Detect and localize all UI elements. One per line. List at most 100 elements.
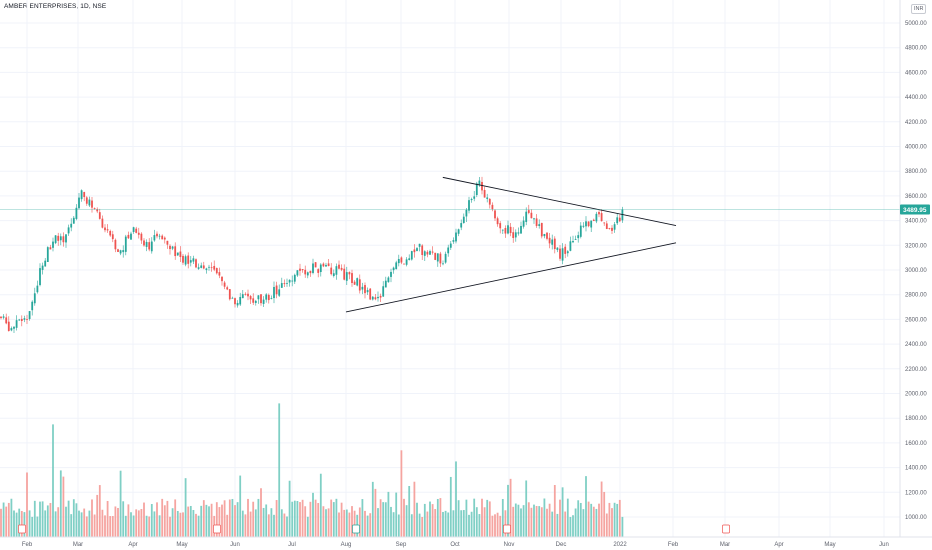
volume-bar [267,514,270,537]
candle-body [306,272,309,276]
candle-body [62,236,65,243]
volume-bar [83,508,86,537]
time-tick-label: Oct [450,542,460,548]
candle-body [132,227,135,232]
volume-bar [616,503,619,537]
event-marker[interactable] [18,524,26,534]
candle-body [88,199,91,206]
volume-bar [587,501,590,537]
candle-body [10,328,13,331]
volume-bar [262,507,265,537]
candle-body [179,251,182,258]
candle-body [148,242,151,250]
volume-bar [520,508,522,537]
candle-body [533,218,535,220]
volume-bar [135,509,138,537]
volume-bar [538,506,541,537]
candle-body [171,246,174,249]
volume-bar [530,507,533,537]
trendlines[interactable] [345,176,677,313]
volume-bar [184,478,187,537]
trendline-upper[interactable] [442,176,677,226]
price-tick-label: 3600.00 [905,194,927,200]
event-marker[interactable] [352,524,360,534]
candle-body [215,268,218,274]
volume-bar [582,509,585,537]
candle-body [366,290,369,293]
candle-body [114,239,117,250]
trendline-lower[interactable] [345,242,677,313]
volume-bar [501,498,504,537]
volume-bar [145,515,148,537]
candle-body [429,251,431,255]
volume-bar [278,403,281,537]
candle-body [101,218,104,228]
volume-bar [595,508,598,537]
candle-body [111,234,114,240]
time-tick-label: Jun [230,542,240,548]
volume-bar [52,424,54,537]
volume-bar [377,508,379,537]
candle-body [5,317,8,324]
event-marker[interactable] [213,524,221,534]
volume-bar [306,516,309,537]
candle-body [470,199,473,201]
volume-bar [395,492,398,537]
last-price-badge: 3489.95 [900,204,930,215]
volume-bar [603,491,606,537]
volume-bar [85,516,88,537]
candle-body [540,222,543,237]
volume-bar [96,494,99,537]
volume-bar [195,513,197,537]
volume-bar [392,512,395,537]
candle-body [353,281,356,285]
volume-bar [59,470,62,537]
price-axis[interactable]: 5000.00 4800.00 4600.00 4400.00 4200.00 4000.… [905,21,927,521]
volume-bar [288,480,291,537]
volume-bar [491,515,494,537]
candle-body [135,228,138,233]
price-tick-label: 4600.00 [905,70,927,76]
candle-body [608,228,611,230]
volume-bar [390,506,392,537]
candle-body [36,285,39,293]
candle-body [184,256,187,265]
candle-body [455,232,457,242]
volume-bar [387,491,390,537]
volume-bar [161,498,164,537]
candle-body [364,285,366,294]
price-tick-label: 4000.00 [905,145,927,151]
candle-body [80,190,83,200]
volume-bar [23,512,26,537]
time-axis[interactable]: Feb Mar Apr May Jun Jul Aug Sep Oct Nov Dec 2022 Feb… [22,542,889,548]
candle-body [202,265,205,269]
candle-body [319,264,322,273]
candle-body [301,269,304,271]
event-marker[interactable] [722,524,730,534]
volume-bar [275,500,278,537]
volume-bar [28,510,31,537]
event-marker[interactable] [503,524,511,534]
currency-badge[interactable]: INR [911,4,927,14]
volume-bar [600,481,603,537]
candle-body [234,298,236,305]
volume-bar [470,511,473,537]
candle-body [340,267,343,270]
volume-bar [176,510,179,537]
candle-body [395,262,398,270]
volume-bar [10,498,13,537]
event-markers[interactable] [18,524,730,534]
time-tick-label: Jul [288,542,296,548]
candle-body [252,298,255,303]
volume-bar [486,499,489,537]
volume-bar [590,503,593,537]
candle-body [278,289,281,296]
candle-body [117,249,119,252]
candle-body [7,321,10,331]
price-tick-label: 1400.00 [905,466,927,472]
volume-bar [371,481,374,537]
candle-body [182,255,184,263]
volume-bar [577,500,580,537]
candle-body [468,200,470,211]
